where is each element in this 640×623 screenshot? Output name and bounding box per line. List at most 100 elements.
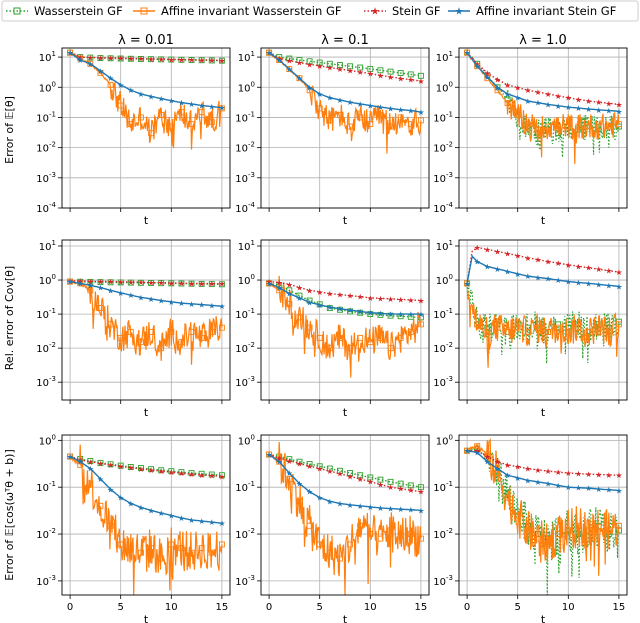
series-line-affine-invariant-stein-gf [466, 450, 619, 492]
x-axis-label: t [144, 214, 149, 227]
data-point-affine-invariant-wasserstein-gf [387, 123, 394, 130]
data-point-affine-invariant-wasserstein-gf [615, 522, 622, 529]
data-point-affine-invariant-stein-gf: ★ [514, 270, 521, 279]
data-point-affine-invariant-wasserstein-gf [178, 339, 185, 346]
y-tick-label: 10-2 [433, 141, 453, 155]
data-point-stein-gf: ★ [158, 467, 165, 476]
data-point-affine-invariant-wasserstein-gf [198, 545, 205, 552]
data-point-stein-gf: ★ [534, 88, 541, 97]
data-point-affine-invariant-wasserstein-gf [87, 60, 94, 67]
data-point-stein-gf: ★ [397, 485, 404, 494]
data-point-affine-invariant-stein-gf: ★ [208, 518, 215, 527]
data-point-affine-invariant-wasserstein-gf [168, 541, 175, 548]
column-title-3: λ = 1.0 [519, 33, 567, 48]
data-point-affine-invariant-stein-gf: ★ [575, 484, 582, 493]
data-point-affine-invariant-wasserstein-gf [137, 339, 144, 346]
data-point-wasserstein-gf [127, 464, 134, 470]
data-point-affine-invariant-wasserstein-gf [367, 121, 374, 128]
data-point-affine-invariant-stein-gf: ★ [504, 267, 511, 276]
data-point-affine-invariant-wasserstein-gf [326, 345, 333, 352]
data-point-stein-gf: ★ [484, 69, 491, 78]
data-point-stein-gf: ★ [494, 458, 501, 467]
data-point-stein-gf: ★ [494, 76, 501, 85]
x-tick-label: 15 [216, 602, 229, 613]
data-point-wasserstein-gf [347, 308, 354, 315]
data-point-stein-gf: ★ [326, 64, 333, 73]
y-tick-label: 10-2 [235, 341, 255, 355]
data-point-affine-invariant-stein-gf: ★ [306, 488, 313, 497]
data-point-wasserstein-gf [188, 470, 195, 477]
data-point-affine-invariant-wasserstein-gf [296, 498, 303, 505]
axes-frame [61, 239, 231, 401]
data-point-affine-invariant-wasserstein-gf [377, 535, 384, 542]
data-point-stein-gf: ★ [158, 55, 165, 64]
data-point-affine-invariant-stein-gf: ★ [605, 486, 612, 495]
x-tick-label: 5 [515, 602, 521, 613]
data-point-affine-invariant-wasserstein-gf [585, 328, 592, 335]
data-point-stein-gf: ★ [397, 295, 404, 304]
panel-grid: ★ ★ ★ ★ ★ ★ ★ ★ ★ ★ ★ ★ ★ ★ ★ ★★★ ★★★★★ ★ ★ ★ ★ ★ ★ ★ ★ ★t10-410-… [36, 47, 628, 623]
data-point-wasserstein-gf [168, 56, 175, 63]
data-point-affine-invariant-wasserstein-gf [316, 541, 323, 548]
data-point-stein-gf: ★ [178, 469, 185, 478]
data-point-affine-invariant-stein-gf: ★ [188, 300, 195, 309]
data-point-affine-invariant-stein-gf: ★ [306, 298, 313, 307]
y-tick-label: 10-1 [433, 480, 453, 494]
data-point-affine-invariant-stein-gf: ★ [87, 60, 94, 69]
data-point-affine-invariant-wasserstein-gf [595, 123, 602, 130]
data-point-wasserstein-gf [188, 280, 195, 287]
data-point-wasserstein-gf [218, 57, 225, 64]
data-point-affine-invariant-stein-gf: ★ [387, 505, 394, 514]
data-point-stein-gf: ★ [417, 488, 424, 497]
data-point-affine-invariant-stein-gf: ★ [544, 479, 551, 488]
series-line-affine-invariant-wasserstein-gf [466, 437, 620, 576]
data-point-affine-invariant-wasserstein-gf [107, 321, 114, 328]
data-point-affine-invariant-wasserstein-gf [87, 480, 94, 487]
data-point-stein-gf: ★ [585, 470, 592, 479]
series-line-stein-gf [69, 52, 222, 61]
data-point-affine-invariant-stein-gf: ★ [474, 449, 481, 458]
data-point-affine-invariant-stein-gf: ★ [605, 281, 612, 290]
data-point-wasserstein-gf [347, 470, 354, 476]
series-group: ★★★★★★★★★★★★★★★★★★★★★★★★★★★★★★★★ [464, 437, 622, 595]
data-point-affine-invariant-stein-gf: ★ [127, 499, 134, 508]
data-point-affine-invariant-wasserstein-gf [407, 531, 414, 537]
data-point-stein-gf: ★ [127, 278, 134, 287]
data-point-stein-gf: ★ [188, 279, 195, 288]
data-point-stein-gf: ★ [198, 471, 205, 480]
data-point-affine-invariant-stein-gf: ★ [87, 281, 94, 290]
data-point-stein-gf: ★ [585, 264, 592, 273]
data-point-affine-invariant-stein-gf: ★ [605, 107, 612, 116]
series-group: ★★★★★★★★★★★★★★★★★★★★★★★★★★★★★★★★ [67, 49, 225, 150]
y-tick-label: 100 [39, 433, 56, 447]
data-point-affine-invariant-stein-gf: ★ [484, 458, 491, 467]
data-point-affine-invariant-wasserstein-gf [178, 545, 185, 552]
series-line-affine-invariant-wasserstein-gf [268, 441, 422, 595]
data-point-wasserstein-gf [208, 471, 215, 478]
data-point-affine-invariant-wasserstein-gf [575, 123, 582, 130]
data-point-affine-invariant-wasserstein-gf [306, 522, 313, 529]
series-group: ★★★★★★★★★★★★★★★★★★★★★★★★★★★★★★★★ [266, 441, 424, 595]
data-point-stein-gf: ★ [555, 92, 562, 101]
y-tick-label: 10-3 [235, 375, 255, 389]
data-point-affine-invariant-stein-gf: ★ [198, 517, 205, 526]
data-point-stein-gf: ★ [336, 470, 343, 479]
data-point-affine-invariant-stein-gf: ★ [67, 49, 74, 58]
data-point-stein-gf: ★ [474, 60, 481, 69]
data-point-affine-invariant-stein-gf: ★ [178, 99, 185, 108]
data-point-affine-invariant-stein-gf: ★ [316, 301, 323, 310]
data-point-affine-invariant-stein-gf: ★ [464, 279, 471, 288]
data-point-affine-invariant-stein-gf: ★ [158, 509, 165, 518]
data-point-affine-invariant-wasserstein-gf [306, 324, 313, 331]
x-tick-label: 15 [415, 602, 428, 613]
data-point-stein-gf: ★ [565, 94, 572, 103]
data-point-affine-invariant-stein-gf: ★ [77, 458, 84, 467]
data-point-stein-gf: ★ [178, 55, 185, 64]
data-point-affine-invariant-stein-gf: ★ [514, 474, 521, 483]
data-point-affine-invariant-wasserstein-gf [397, 533, 404, 540]
data-point-affine-invariant-wasserstein-gf [208, 328, 215, 335]
data-point-affine-invariant-wasserstein-gf [127, 328, 134, 335]
data-point-stein-gf: ★ [474, 244, 481, 253]
x-axis-label: t [144, 613, 149, 623]
